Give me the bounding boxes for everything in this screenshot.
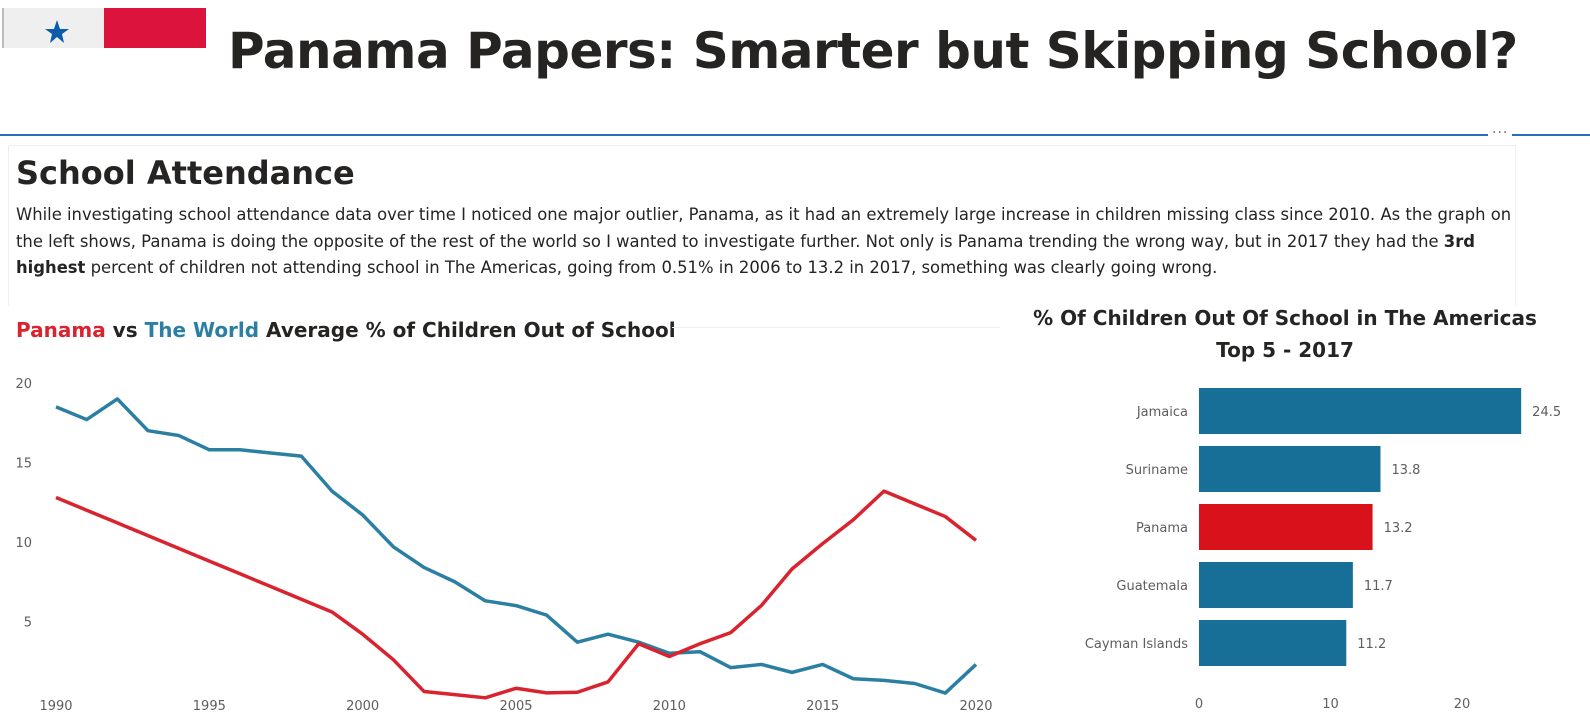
divider — [0, 134, 1590, 136]
x-tick-label: 2005 — [499, 699, 532, 714]
data-label: 11.2 — [1357, 637, 1386, 652]
x-tick-label: 2015 — [806, 699, 839, 714]
x-tick-label: 2010 — [653, 699, 686, 714]
page-title: Panama Papers: Smarter but Skipping Scho… — [228, 22, 1518, 80]
category-label: Suriname — [1126, 463, 1188, 478]
category-label: Panama — [1136, 521, 1188, 536]
data-label: 24.5 — [1532, 405, 1561, 420]
title-vs: vs — [105, 318, 145, 342]
paragraph-text: percent of children not attending school… — [85, 258, 1218, 277]
x-tick-label: 0 — [1195, 697, 1203, 712]
x-tick-label: 20 — [1454, 697, 1471, 712]
x-tick-label: 1990 — [39, 699, 72, 714]
text-box — [8, 145, 1516, 306]
title-world: The World — [144, 318, 260, 342]
bar-panama — [1199, 504, 1373, 550]
series-line-the-world — [55, 397, 978, 695]
y-tick-label: 5 — [24, 616, 32, 631]
title-panama: Panama — [16, 318, 106, 342]
bar-guatemala — [1199, 562, 1353, 608]
panama-flag-image — [2, 8, 206, 48]
section-heading: School Attendance — [16, 154, 355, 192]
data-label: 13.8 — [1391, 463, 1420, 478]
data-label: 13.2 — [1384, 521, 1413, 536]
x-tick-label: 1995 — [193, 699, 226, 714]
bar-suriname — [1199, 446, 1381, 492]
bar-chart-title: % Of Children Out Of School in The Ameri… — [1020, 302, 1550, 366]
x-tick-label: 2020 — [959, 699, 992, 714]
y-tick-label: 15 — [15, 457, 32, 472]
x-tick-label: 10 — [1322, 697, 1339, 712]
title-underline — [672, 327, 1000, 328]
bar-title-line2: Top 5 - 2017 — [1216, 338, 1354, 362]
bar-cayman-islands — [1199, 620, 1347, 666]
title-rest: Average % of Children Out of School — [259, 318, 676, 342]
bar-title-line1: % Of Children Out Of School in The Ameri… — [1033, 306, 1537, 330]
y-tick-label: 10 — [15, 536, 32, 551]
x-tick-label: 2000 — [346, 699, 379, 714]
line-chart-title: Panama vs The World Average % of Childre… — [16, 318, 676, 342]
star-icon — [45, 20, 69, 43]
category-label: Jamaica — [1136, 405, 1188, 420]
paragraph-text: While investigating school attendance da… — [16, 205, 1512, 251]
paragraph-bold: 3rd highest — [16, 231, 1476, 278]
series-line-panama — [55, 489, 978, 700]
category-label: Cayman Islands — [1085, 637, 1188, 652]
bar-jamaica — [1199, 388, 1522, 434]
article-paragraph: While investigating school attendance da… — [16, 202, 1516, 282]
category-label: Guatemala — [1116, 579, 1188, 594]
y-tick-label: 20 — [15, 377, 32, 392]
more-options-button[interactable]: ... — [1488, 121, 1513, 137]
data-label: 11.7 — [1364, 579, 1393, 594]
